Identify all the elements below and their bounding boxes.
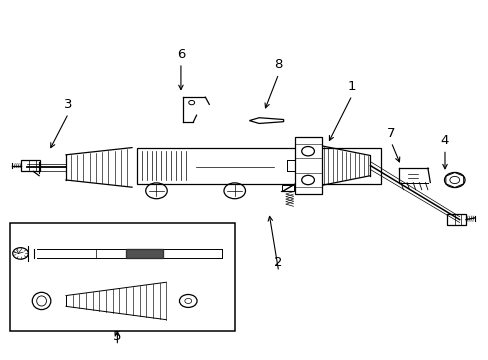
Bar	[10, 223, 234, 331]
Circle shape	[301, 147, 314, 156]
Circle shape	[301, 175, 314, 185]
Text: 3: 3	[64, 98, 73, 111]
Bar	[294, 137, 321, 194]
Text: 4: 4	[440, 134, 448, 147]
Bar	[447, 214, 465, 225]
Text: 7: 7	[386, 127, 395, 140]
Bar	[21, 160, 40, 171]
Text: 2: 2	[274, 256, 283, 269]
Bar	[282, 185, 294, 191]
Text: 1: 1	[347, 80, 356, 93]
Text: 5: 5	[113, 330, 122, 343]
Text: 8: 8	[274, 58, 283, 71]
Text: 6: 6	[176, 48, 185, 60]
Bar	[137, 148, 381, 184]
